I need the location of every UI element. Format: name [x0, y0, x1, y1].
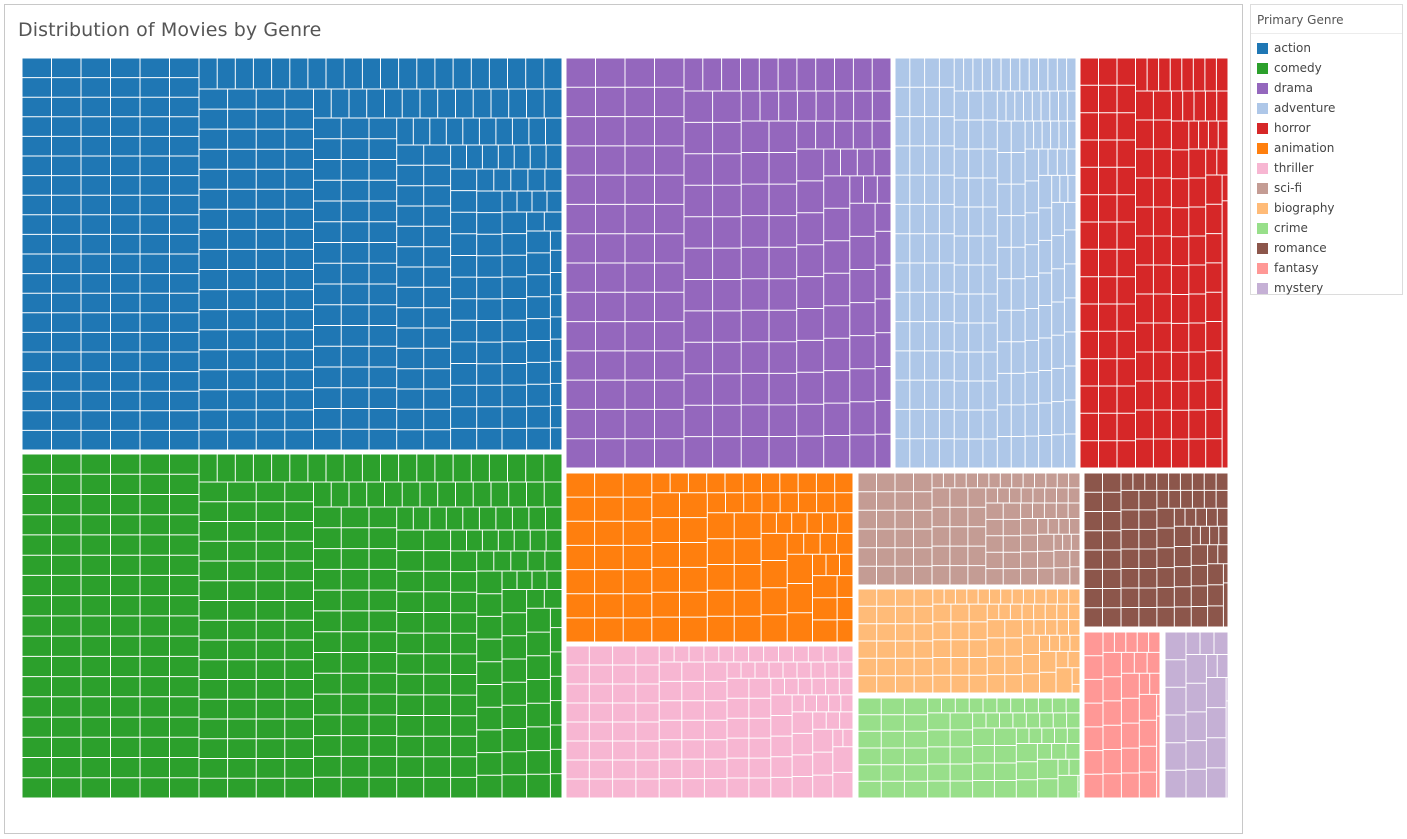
legend-swatch	[1257, 62, 1268, 74]
legend-item-drama[interactable]: drama	[1257, 78, 1335, 98]
legend-title: Primary Genre	[1257, 13, 1344, 27]
genre-border	[21, 453, 563, 799]
legend-item-biography[interactable]: biography	[1257, 198, 1335, 218]
genre-rect-horror[interactable]	[1080, 58, 1228, 468]
item-tile-grid	[566, 58, 891, 468]
legend-item-comedy[interactable]: comedy	[1257, 58, 1335, 78]
genre-block-drama[interactable]	[565, 57, 892, 469]
item-tile-grid	[22, 454, 562, 798]
legend-item-thriller[interactable]: thriller	[1257, 158, 1335, 178]
legend-label: drama	[1274, 81, 1313, 95]
legend-swatch	[1257, 242, 1268, 254]
legend-item-sci-fi[interactable]: sci-fi	[1257, 178, 1335, 198]
legend-label: action	[1274, 41, 1311, 55]
genre-border	[857, 588, 1081, 694]
item-tile-grid	[858, 698, 1080, 798]
legend-label: crime	[1274, 221, 1308, 235]
item-tile-grid	[1165, 632, 1228, 798]
genre-border	[1083, 472, 1229, 628]
item-tile-grid	[858, 473, 1080, 585]
genre-block-crime[interactable]	[857, 697, 1081, 799]
legend-swatch	[1257, 202, 1268, 214]
item-tile-grid	[566, 473, 853, 642]
genre-border	[857, 472, 1081, 586]
legend-item-adventure[interactable]: adventure	[1257, 98, 1335, 118]
item-tile-grid	[895, 58, 1076, 468]
genre-block-fantasy[interactable]	[1083, 631, 1161, 799]
genre-border	[1083, 631, 1161, 799]
genre-border	[857, 697, 1081, 799]
genre-block-comedy[interactable]	[21, 453, 563, 799]
genre-rect-animation[interactable]	[566, 473, 853, 642]
legend-list: action comedy drama adventure horror animatio…	[1257, 38, 1335, 298]
legend-swatch	[1257, 122, 1268, 134]
genre-rect-comedy[interactable]	[22, 454, 562, 798]
legend-label: sci-fi	[1274, 181, 1303, 195]
legend-item-romance[interactable]: romance	[1257, 238, 1335, 258]
legend-swatch	[1257, 102, 1268, 114]
genre-block-adventure[interactable]	[894, 57, 1077, 469]
legend-label: biography	[1274, 201, 1335, 215]
genre-border	[565, 472, 854, 643]
genre-block-horror[interactable]	[1079, 57, 1229, 469]
legend-swatch	[1257, 82, 1268, 94]
genre-block-mystery[interactable]	[1164, 631, 1229, 799]
genre-block-sci-fi[interactable]	[857, 472, 1081, 586]
item-tile-grid	[858, 589, 1080, 693]
genre-border	[21, 57, 563, 451]
genre-block-action[interactable]	[21, 57, 563, 451]
legend-swatch	[1257, 142, 1268, 154]
legend-item-crime[interactable]: crime	[1257, 218, 1335, 238]
legend-swatch	[1257, 282, 1268, 294]
legend-item-animation[interactable]: animation	[1257, 138, 1335, 158]
genre-border	[1164, 631, 1229, 799]
chart-title: Distribution of Movies by Genre	[18, 19, 322, 41]
legend-swatch	[1257, 42, 1268, 54]
genre-border	[894, 57, 1077, 469]
legend-label: adventure	[1274, 101, 1336, 115]
legend-label: comedy	[1274, 61, 1322, 75]
legend-label: animation	[1274, 141, 1335, 155]
item-tile-grid	[566, 646, 853, 798]
genre-border	[565, 645, 854, 799]
genre-block-biography[interactable]	[857, 588, 1081, 694]
legend-label: mystery	[1274, 281, 1324, 295]
legend-item-mystery[interactable]: mystery	[1257, 278, 1335, 298]
legend-swatch	[1257, 262, 1268, 274]
genre-border	[1079, 57, 1229, 469]
genre-border	[565, 57, 892, 469]
legend-swatch	[1257, 162, 1268, 174]
item-tile-grid	[1080, 58, 1228, 468]
legend-item-fantasy[interactable]: fantasy	[1257, 258, 1335, 278]
legend: Primary Genre action comedy drama adventure…	[1250, 4, 1403, 295]
genre-block-thriller[interactable]	[565, 645, 854, 799]
legend-item-action[interactable]: action	[1257, 38, 1335, 58]
genre-block-animation[interactable]	[565, 472, 854, 643]
item-tile-grid	[1084, 632, 1160, 798]
legend-label: fantasy	[1274, 261, 1319, 275]
legend-label: thriller	[1274, 161, 1314, 175]
item-tile-grid	[22, 58, 562, 450]
legend-swatch	[1257, 222, 1268, 234]
legend-swatch	[1257, 182, 1268, 194]
genre-block-romance[interactable]	[1083, 472, 1229, 628]
legend-label: romance	[1274, 241, 1327, 255]
legend-divider	[1251, 33, 1402, 34]
item-tile-grid	[1084, 473, 1228, 627]
legend-label: horror	[1274, 121, 1311, 135]
legend-item-horror[interactable]: horror	[1257, 118, 1335, 138]
